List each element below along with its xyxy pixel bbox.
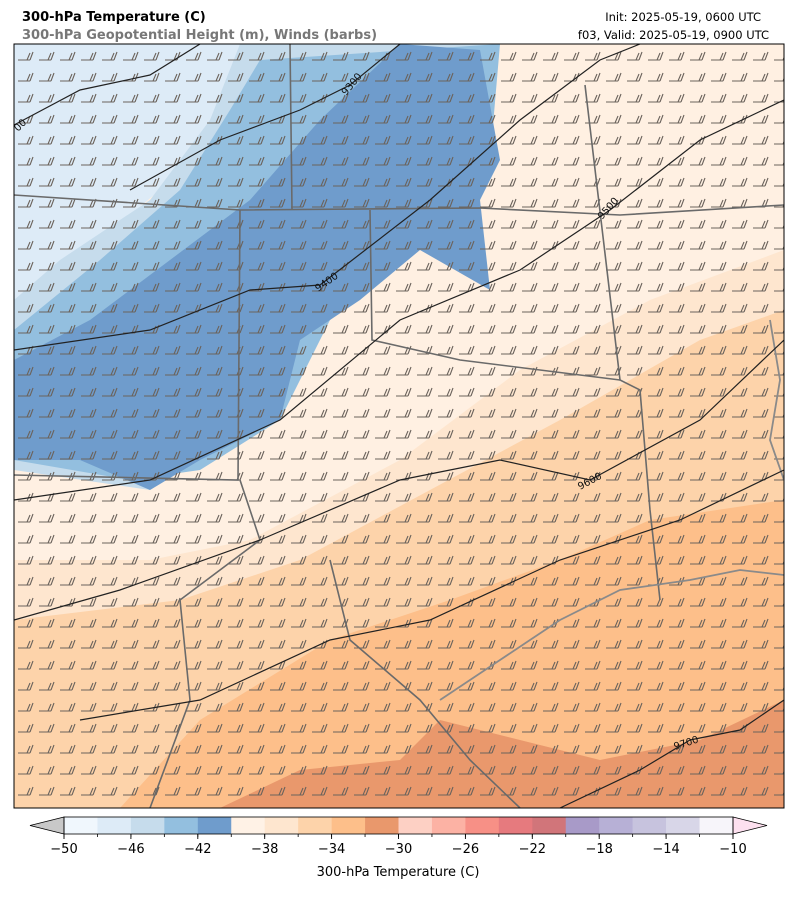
colorbar-bin (632, 817, 667, 834)
colorbar-tick-label: −26 (452, 842, 479, 857)
init-time: Init: 2025-05-19, 0600 UTC (605, 10, 761, 24)
colorbar-bin (365, 817, 399, 834)
coastline (439, 319, 784, 701)
colorbar-tick-label: −10 (719, 842, 746, 857)
colorbar-tick-label: −50 (50, 842, 77, 857)
colorbar-bin (164, 817, 199, 834)
subtitle: 300-hPa Geopotential Height (m), Winds (… (22, 28, 377, 43)
colorbar-bin (231, 817, 265, 834)
valid-time: f03, Valid: 2025-05-19, 0900 UTC (578, 28, 769, 42)
colorbar-tick-label: −22 (519, 842, 546, 857)
colorbar-tick-label: −34 (318, 842, 345, 857)
state-borders (14, 44, 784, 808)
colorbar-tick-label: −42 (184, 842, 211, 857)
colorbar-bin (465, 817, 500, 834)
colorbar-tick-label: −14 (652, 842, 679, 857)
colorbar-under (29, 816, 65, 835)
colorbar-over (732, 816, 768, 835)
colorbar: −50 −46 −42 −38 −34 −30 −26 −22 −18 −14 −10 (29, 816, 768, 857)
colorbar-bin (398, 817, 433, 834)
colorbar-tick-label: −18 (585, 842, 612, 857)
wind-barbs (14, 44, 784, 808)
map-frame (13, 43, 785, 809)
colorbar-bin (97, 817, 132, 834)
colorbar-bin (599, 817, 633, 834)
colorbar-bin (431, 817, 466, 834)
colorbar-bin (699, 817, 734, 834)
colorbar-bin (532, 817, 567, 834)
colorbar-bin (197, 817, 232, 834)
colorbar-bin (666, 817, 700, 834)
colorbar-bin (565, 817, 600, 834)
colorbar-tick-label: −46 (117, 842, 144, 857)
colorbar-tick-label: −30 (385, 842, 412, 857)
colorbar-bin (298, 817, 332, 834)
colorbar-bin (130, 817, 165, 834)
colorbar-tick-label: −38 (251, 842, 278, 857)
colorbar-bin (264, 817, 299, 834)
colorbar-bin (331, 817, 366, 834)
map (14, 44, 784, 808)
title: 300-hPa Temperature (C) (22, 10, 206, 25)
colorbar-bin (64, 817, 98, 834)
height-contours (14, 44, 784, 808)
colorbar-label: 300-hPa Temperature (C) (317, 865, 480, 880)
colorbar-bin (498, 817, 533, 834)
